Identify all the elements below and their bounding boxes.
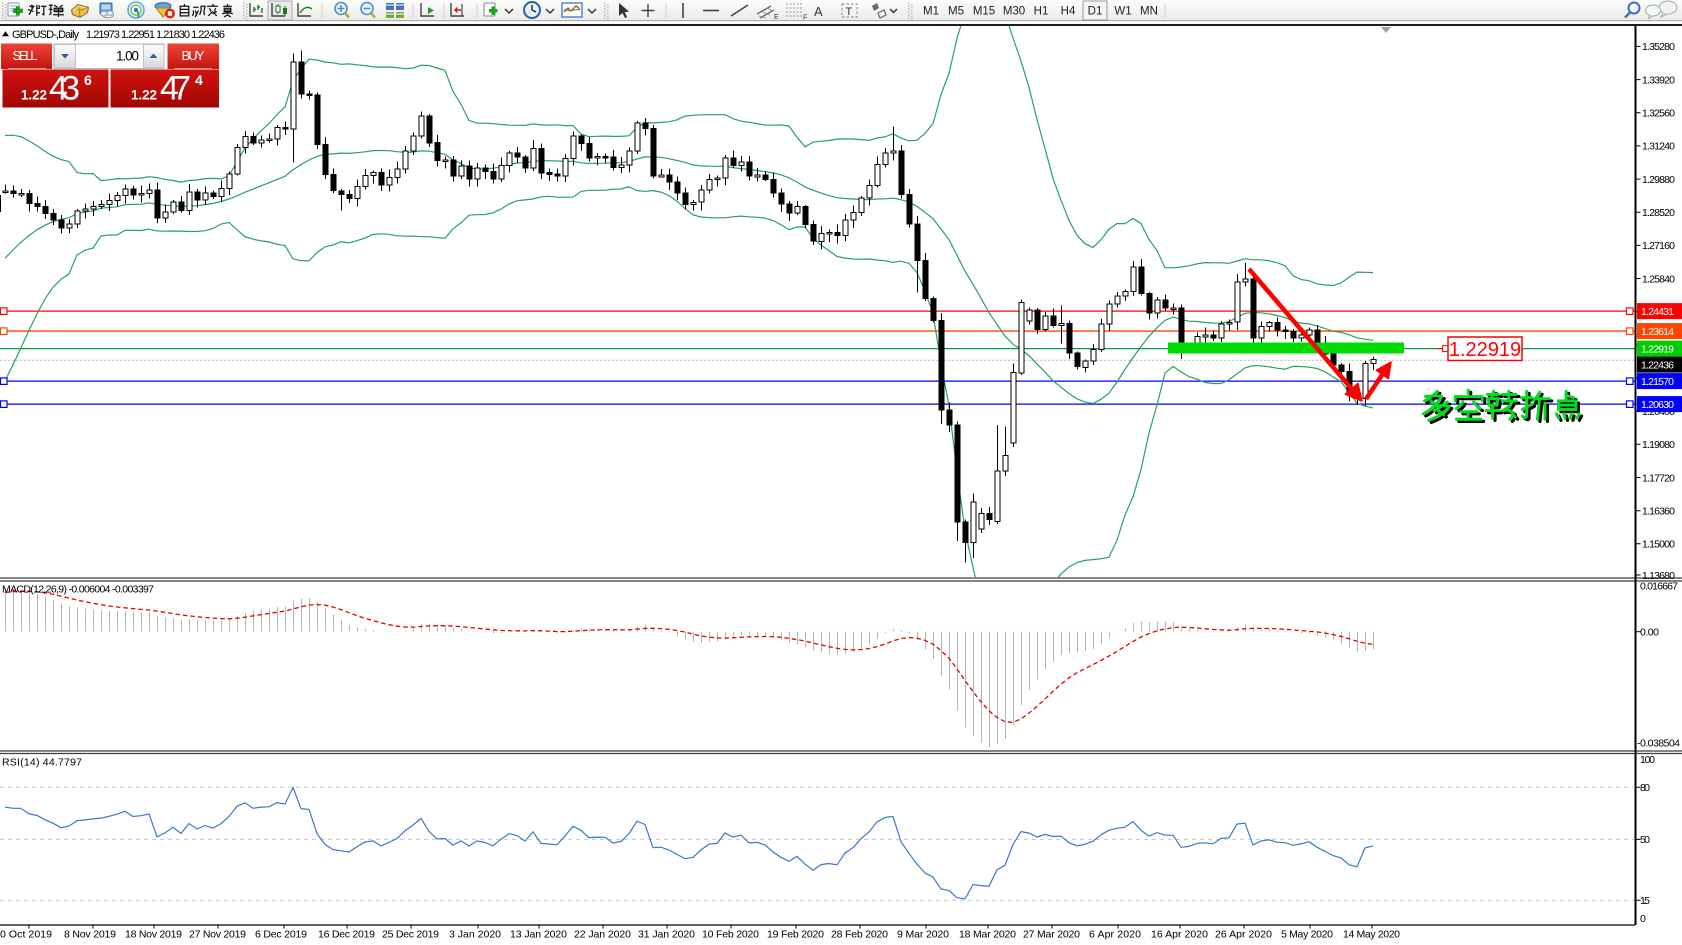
svg-text:H4: H4: [1061, 6, 1076, 18]
svg-text:26 Apr 2020: 26 Apr 2020: [1215, 929, 1272, 941]
svg-text:25 Dec 2019: 25 Dec 2019: [382, 929, 439, 941]
svg-text:SELL: SELL: [13, 48, 38, 63]
svg-text:16 Dec 2019: 16 Dec 2019: [318, 929, 375, 941]
svg-text:1.13680: 1.13680: [1642, 570, 1675, 582]
svg-text:W1: W1: [1114, 6, 1131, 18]
svg-text:1.23614: 1.23614: [1641, 326, 1674, 338]
svg-text:-0.038504: -0.038504: [1637, 738, 1680, 750]
svg-text:1.27160: 1.27160: [1642, 240, 1675, 252]
svg-text:MACD(12,26,9) -0.006004 -0.003: MACD(12,26,9) -0.006004 -0.003397: [2, 584, 154, 596]
svg-text:18 Nov 2019: 18 Nov 2019: [125, 929, 182, 941]
svg-text:1.16360: 1.16360: [1642, 506, 1675, 518]
svg-text:6 Apr 2020: 6 Apr 2020: [1089, 929, 1141, 941]
svg-text:15: 15: [1640, 895, 1650, 907]
svg-text:18 Mar 2020: 18 Mar 2020: [959, 929, 1016, 941]
svg-text:1.22436: 1.22436: [1641, 359, 1674, 371]
svg-text:1.22919: 1.22919: [1449, 339, 1521, 361]
svg-text:1.22919: 1.22919: [1641, 343, 1674, 355]
svg-text:43: 43: [49, 70, 80, 108]
svg-text:H1: H1: [1034, 6, 1049, 18]
svg-text:E: E: [774, 14, 779, 21]
svg-text:1.17720: 1.17720: [1642, 472, 1675, 484]
svg-text:31 Jan 2020: 31 Jan 2020: [638, 929, 695, 941]
svg-text:4: 4: [195, 72, 203, 88]
svg-text:9 Mar 2020: 9 Mar 2020: [897, 929, 949, 941]
svg-text:10 Feb 2020: 10 Feb 2020: [702, 929, 759, 941]
svg-text:1.32560: 1.32560: [1642, 108, 1675, 120]
svg-text:1.22: 1.22: [21, 88, 47, 103]
svg-text:22 Jan 2020: 22 Jan 2020: [574, 929, 631, 941]
svg-text:1.29880: 1.29880: [1642, 174, 1675, 186]
svg-text:8 Nov 2019: 8 Nov 2019: [64, 929, 116, 941]
svg-text:A: A: [814, 4, 823, 19]
svg-text:M30: M30: [1003, 6, 1025, 18]
svg-text:1.31240: 1.31240: [1642, 141, 1675, 153]
svg-text:F: F: [803, 15, 807, 22]
svg-text:14 May 2020: 14 May 2020: [1343, 929, 1400, 941]
svg-text:5 May 2020: 5 May 2020: [1281, 929, 1333, 941]
svg-text:1.28520: 1.28520: [1642, 207, 1675, 219]
svg-text:1.21570: 1.21570: [1641, 376, 1674, 388]
svg-text:T: T: [846, 6, 853, 18]
svg-text:GBPUSD-,Daily: GBPUSD-,Daily: [12, 29, 80, 41]
svg-text:1.15000: 1.15000: [1642, 539, 1675, 551]
svg-text:13 Jan 2020: 13 Jan 2020: [510, 929, 567, 941]
svg-text:27 Mar 2020: 27 Mar 2020: [1023, 929, 1080, 941]
svg-text:16 Apr 2020: 16 Apr 2020: [1151, 929, 1208, 941]
svg-text:1.25840: 1.25840: [1642, 273, 1675, 285]
svg-text:1.24431: 1.24431: [1641, 306, 1674, 318]
svg-text:1.22: 1.22: [131, 88, 157, 103]
svg-text:1.35280: 1.35280: [1642, 41, 1675, 53]
svg-text:80: 80: [1640, 782, 1650, 794]
svg-text:47: 47: [160, 70, 191, 108]
svg-text:50: 50: [1640, 834, 1650, 846]
svg-text:1.33920: 1.33920: [1642, 74, 1675, 86]
svg-text:0.016667: 0.016667: [1640, 581, 1678, 593]
svg-text:RSI(14) 44.7797: RSI(14) 44.7797: [2, 757, 82, 769]
svg-text:M15: M15: [973, 6, 995, 18]
svg-text:M1: M1: [923, 6, 939, 18]
svg-text:100: 100: [1640, 754, 1655, 766]
svg-text:0 Oct 2019: 0 Oct 2019: [0, 929, 52, 941]
svg-text:28 Feb 2020: 28 Feb 2020: [831, 929, 888, 941]
svg-text:6 Dec 2019: 6 Dec 2019: [255, 929, 307, 941]
svg-text:1.21973 1.22951 1.21830 1.2243: 1.21973 1.22951 1.21830 1.22436: [86, 29, 225, 41]
svg-text:27 Nov 2019: 27 Nov 2019: [189, 929, 246, 941]
svg-text:1.00: 1.00: [116, 49, 139, 64]
svg-text:6: 6: [84, 72, 92, 88]
svg-text:M5: M5: [948, 6, 964, 18]
svg-text:MN: MN: [1140, 6, 1158, 18]
svg-text:D1: D1: [1088, 6, 1103, 18]
svg-text:3 Jan 2020: 3 Jan 2020: [449, 929, 501, 941]
svg-text:1.20630: 1.20630: [1641, 399, 1674, 411]
svg-text:1.19080: 1.19080: [1642, 439, 1675, 451]
svg-text:0: 0: [1640, 913, 1646, 925]
svg-text:0.00: 0.00: [1640, 627, 1659, 639]
svg-text:19 Feb 2020: 19 Feb 2020: [767, 929, 824, 941]
svg-text:BUY: BUY: [182, 48, 205, 63]
